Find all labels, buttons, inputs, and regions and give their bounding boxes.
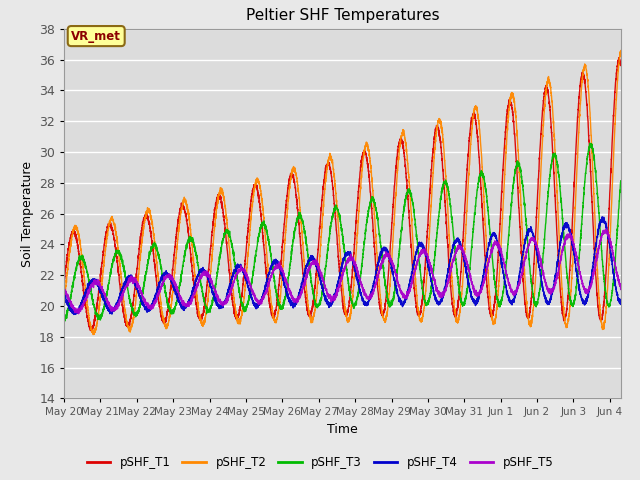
Y-axis label: Soil Temperature: Soil Temperature (20, 161, 33, 266)
Legend: pSHF_T1, pSHF_T2, pSHF_T3, pSHF_T4, pSHF_T5: pSHF_T1, pSHF_T2, pSHF_T3, pSHF_T4, pSHF… (82, 452, 558, 474)
X-axis label: Time: Time (327, 423, 358, 436)
Text: VR_met: VR_met (71, 30, 121, 43)
Title: Peltier SHF Temperatures: Peltier SHF Temperatures (246, 9, 439, 24)
